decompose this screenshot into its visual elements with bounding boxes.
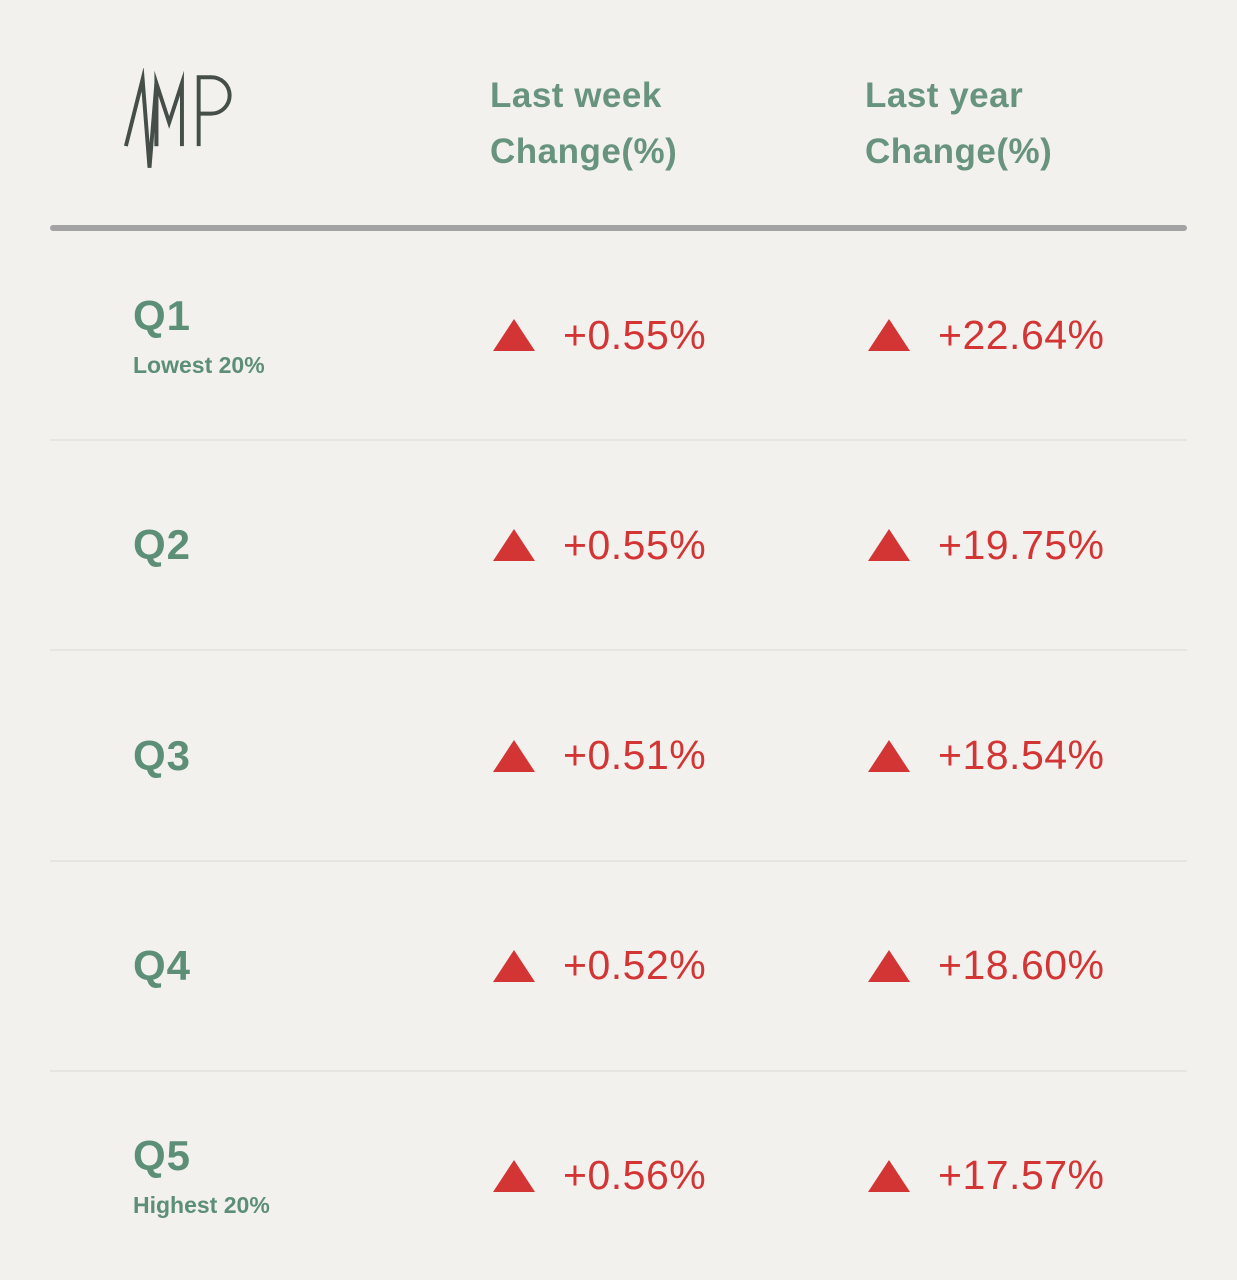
column-header-last-year: Last year Change(%) — [810, 68, 1187, 180]
up-triangle-icon — [493, 529, 535, 562]
row-label-block: Q3 — [133, 732, 435, 780]
up-triangle-icon — [493, 1159, 535, 1192]
up-triangle-icon — [493, 949, 535, 982]
column-header-line: Last week — [490, 76, 662, 115]
header-divider — [50, 225, 1187, 231]
row-label: Q2 — [133, 521, 192, 569]
row-label: Q5 — [133, 1132, 192, 1180]
last-week-cell: +0.52% — [435, 942, 810, 989]
up-triangle-icon — [868, 529, 910, 562]
week-change-value: +0.55% — [563, 311, 707, 358]
year-change-value: +19.75% — [938, 521, 1105, 568]
up-triangle-icon — [868, 949, 910, 982]
week-change-value: +0.56% — [563, 1152, 707, 1199]
row-label-block: Q4 — [133, 942, 435, 990]
column-header-line: Change(%) — [865, 132, 1053, 171]
table-row: Q1 Lowest 20% +0.55% +22.64% — [50, 231, 1187, 442]
up-triangle-icon — [493, 739, 535, 772]
last-week-cell: +0.55% — [435, 522, 810, 569]
row-label-block: Q2 — [133, 521, 435, 569]
row-label: Q3 — [133, 731, 192, 779]
up-triangle-icon — [493, 319, 535, 352]
last-year-cell: +19.75% — [810, 522, 1187, 569]
row-sublabel: Highest 20% — [133, 1192, 270, 1219]
row-label: Q1 — [133, 291, 192, 339]
last-year-cell: +18.54% — [810, 732, 1187, 779]
row-label-block: Q1 Lowest 20% — [133, 292, 435, 379]
last-year-cell: +22.64% — [810, 312, 1187, 359]
year-change-value: +18.60% — [938, 942, 1105, 989]
up-triangle-icon — [868, 319, 910, 352]
week-change-value: +0.51% — [563, 732, 707, 778]
table-body: Q1 Lowest 20% +0.55% +22.64% Q2 +0.55% — [0, 231, 1237, 1280]
row-label: Q4 — [133, 941, 192, 989]
table-row: Q4 +0.52% +18.60% — [50, 862, 1187, 1072]
last-week-cell: +0.51% — [435, 732, 810, 779]
column-header-last-week: Last week Change(%) — [435, 68, 810, 180]
column-header-line: Last year — [865, 76, 1024, 115]
up-triangle-icon — [868, 739, 910, 772]
table-row: Q2 +0.55% +19.75% — [50, 441, 1187, 652]
last-year-cell: +18.60% — [810, 942, 1187, 989]
up-triangle-icon — [868, 1159, 910, 1192]
table-row: Q3 +0.51% +18.54% — [50, 651, 1187, 862]
amp-logo — [120, 68, 240, 178]
table-row: Q5 Highest 20% +0.56% +17.57% — [50, 1072, 1187, 1280]
pulse-amp-logo-icon — [123, 68, 232, 168]
row-sublabel: Lowest 20% — [133, 351, 265, 378]
last-year-cell: +17.57% — [810, 1152, 1187, 1199]
week-change-value: +0.55% — [563, 521, 707, 568]
column-header-line: Change(%) — [490, 132, 678, 171]
row-label-block: Q5 Highest 20% — [133, 1132, 435, 1219]
table-header: Last week Change(%) Last year Change(%) — [0, 0, 1237, 225]
year-change-value: +22.64% — [938, 311, 1105, 358]
last-week-cell: +0.56% — [435, 1152, 810, 1199]
week-change-value: +0.52% — [563, 942, 707, 989]
year-change-value: +17.57% — [938, 1152, 1105, 1199]
year-change-value: +18.54% — [938, 732, 1105, 778]
last-week-cell: +0.55% — [435, 312, 810, 359]
